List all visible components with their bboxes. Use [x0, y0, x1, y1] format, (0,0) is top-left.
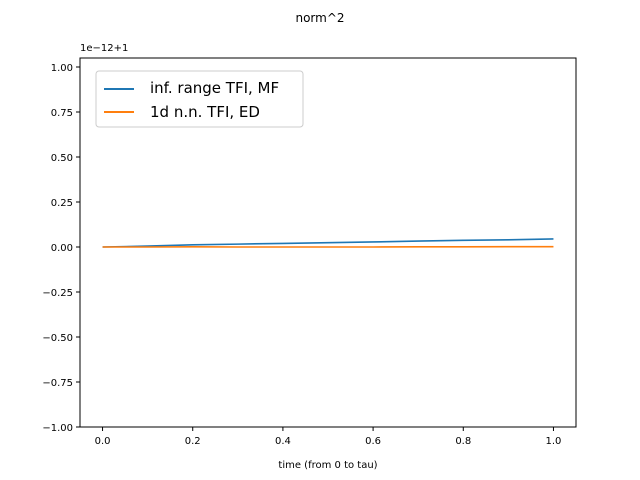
series-line-1 — [102, 238, 554, 248]
chart-title: norm^2 — [295, 11, 344, 25]
legend-label-series-2: 1d n.n. TFI, ED — [150, 103, 260, 121]
x-tick-label: 0.4 — [275, 436, 291, 447]
y-tick-label: 0.00 — [51, 243, 73, 254]
y-tick-label: −0.25 — [42, 288, 73, 299]
y-tick-label: 0.75 — [51, 108, 73, 119]
x-axis-label: time (from 0 to tau) — [278, 460, 377, 471]
x-axis-ticks: 0.0 0.2 0.4 0.6 0.8 1.0 — [95, 427, 562, 447]
x-tick-label: 0.2 — [185, 436, 201, 447]
y-tick-label: 0.50 — [51, 153, 73, 164]
y-tick-label: 0.25 — [51, 198, 73, 209]
legend-label-series-1: inf. range TFI, MF — [150, 79, 279, 97]
series-lines — [102, 238, 554, 248]
legend-box — [95, 70, 304, 128]
x-tick-label: 0.8 — [455, 436, 471, 447]
plot-area: 0.0 0.2 0.4 0.6 0.8 1.0 −1.00 −0.75 −0.50 −0.25 0… — [42, 57, 577, 447]
y-tick-label: 1.00 — [51, 63, 73, 74]
y-offset-text: 1e−12+1 — [80, 43, 128, 54]
x-tick-label: 0.0 — [95, 436, 111, 447]
y-axis-ticks: −1.00 −0.75 −0.50 −0.25 0.00 0.25 0.50 0.75 1.00 — [42, 63, 80, 434]
legend: inf. range TFI, MF 1d n.n. TFI, ED — [95, 70, 304, 128]
x-tick-label: 1.0 — [546, 436, 562, 447]
axes-frame — [79, 57, 577, 428]
y-tick-label: −0.75 — [42, 378, 73, 389]
y-tick-label: −0.50 — [42, 333, 73, 344]
x-tick-label: 0.6 — [365, 436, 381, 447]
y-tick-label: −1.00 — [42, 423, 73, 434]
